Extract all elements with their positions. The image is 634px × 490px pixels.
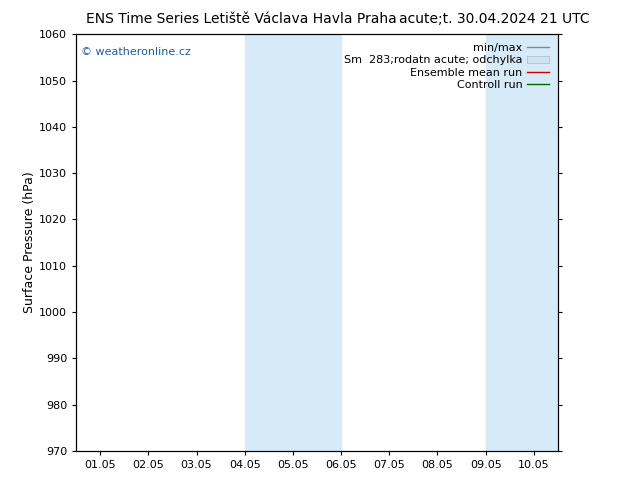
Legend: min/max, Sm  283;rodatn acute; odchylka, Ensemble mean run, Controll run: min/max, Sm 283;rodatn acute; odchylka, … (340, 40, 552, 93)
Text: © weatheronline.cz: © weatheronline.cz (81, 47, 191, 57)
Text: ENS Time Series Letiště Václava Havla Praha: ENS Time Series Letiště Václava Havla Pr… (86, 12, 396, 26)
Bar (534, 34, 558, 451)
Bar (293, 34, 341, 451)
Text: acute;t. 30.04.2024 21 UTC: acute;t. 30.04.2024 21 UTC (399, 12, 590, 26)
Y-axis label: Surface Pressure (hPa): Surface Pressure (hPa) (23, 172, 36, 314)
Bar (245, 34, 293, 451)
Bar (486, 34, 534, 451)
